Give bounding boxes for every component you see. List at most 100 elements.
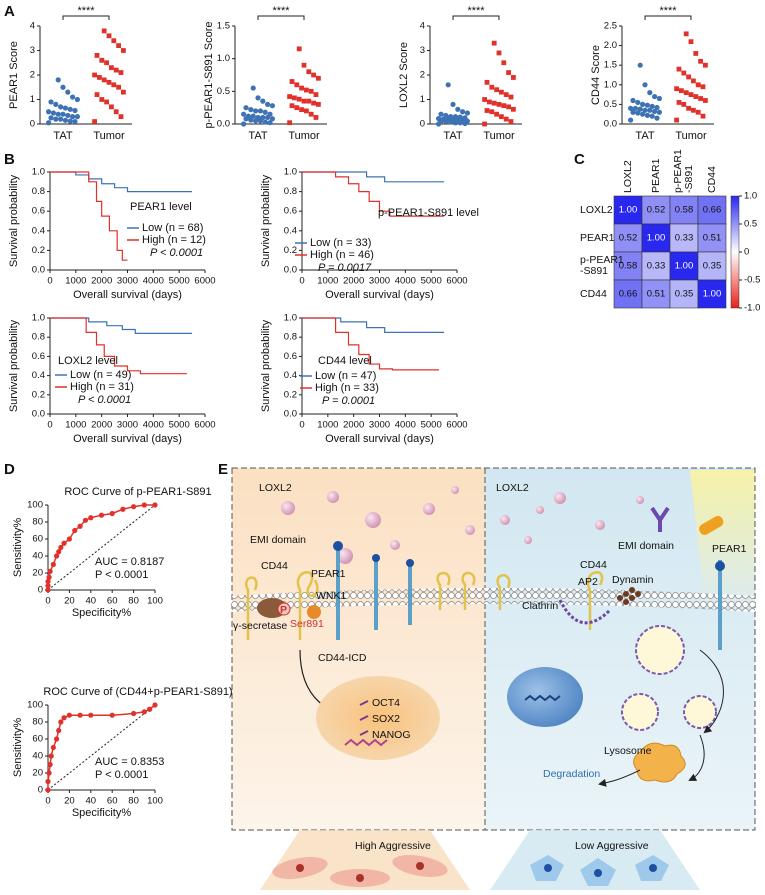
data-dot	[311, 100, 316, 106]
data-dot	[494, 87, 499, 93]
y-tick-label: 0.0	[217, 119, 230, 130]
data-dot	[262, 109, 268, 115]
data-dot	[101, 28, 107, 34]
y-tick-label: 3	[420, 45, 425, 56]
data-dot	[679, 88, 684, 94]
data-dot	[113, 67, 119, 73]
y-tick-label: 0.6	[284, 206, 297, 217]
y-tick-label: 0.0	[32, 265, 45, 276]
x-axis-label: Overall survival (days)	[73, 433, 182, 445]
panel-label: D	[4, 461, 15, 478]
y-tick-label: 0.0	[604, 119, 617, 130]
legend-label: Low (n = 68)	[142, 222, 203, 234]
x-tick-label: 20	[64, 596, 75, 607]
spotlight	[690, 470, 755, 610]
y-tick-label: 0.2	[32, 245, 45, 256]
heatmap-cell	[697, 251, 727, 281]
x-tick-label: 100	[147, 796, 163, 807]
survival-curve	[50, 317, 187, 375]
x-tick-label: 4000	[395, 276, 416, 287]
y-tick-label: 100	[27, 500, 43, 511]
survival-curve	[50, 171, 128, 261]
x-tick-label: 2000	[91, 276, 112, 287]
reference-line	[47, 504, 156, 591]
data-dot	[301, 98, 307, 104]
data-dot	[688, 39, 694, 45]
roc-point	[77, 523, 83, 529]
ser891-label: Ser891	[290, 618, 324, 630]
roc-point	[53, 736, 60, 742]
data-dot	[74, 96, 80, 103]
data-dot	[460, 109, 466, 115]
cell-label: 0.52	[619, 233, 638, 244]
endocytic-vesicles	[621, 625, 717, 731]
data-dot	[676, 100, 682, 105]
cell-label: 0.35	[703, 261, 722, 272]
roc-point	[141, 709, 147, 715]
data-dot	[496, 102, 502, 107]
column-label: LOXL2	[621, 160, 634, 193]
cell-label: 0.52	[647, 205, 666, 216]
data-dot	[652, 108, 658, 115]
data-dot	[628, 105, 634, 111]
x-tick-label: Tumor	[93, 130, 125, 142]
data-dot	[674, 117, 679, 123]
data-dot	[316, 75, 321, 81]
data-dot	[48, 99, 54, 105]
data-dot	[60, 111, 66, 117]
cell-label: 0.33	[675, 233, 694, 244]
x-tick-label: TAT	[53, 130, 72, 142]
data-dot	[255, 114, 261, 121]
dna-right	[524, 694, 561, 702]
x-tick-label: 4000	[395, 420, 416, 431]
traffic-arrow	[699, 649, 724, 734]
secretase-label: γ-secretase	[233, 620, 287, 632]
phospho-label: P	[280, 604, 287, 616]
data-dot	[436, 116, 442, 122]
y-tick-label: 1.0	[284, 167, 297, 178]
data-dot	[695, 82, 701, 88]
data-dot	[637, 106, 643, 112]
data-dot	[121, 48, 126, 53]
heatmap-cell	[613, 195, 643, 225]
y-tick-label: 60	[32, 734, 43, 745]
panel-label: B	[4, 151, 15, 168]
y-tick-label: 0.5	[604, 99, 617, 110]
x-axis-label: Overall survival (days)	[73, 289, 182, 301]
heatmap-cell	[641, 251, 671, 281]
y-tick-label: 0.0	[284, 409, 297, 420]
heatmap-cell	[697, 223, 727, 253]
data-dot	[111, 38, 117, 44]
data-dot	[308, 88, 314, 94]
legend-label: High (n = 31)	[70, 381, 134, 393]
data-dot	[265, 101, 271, 107]
heatmap-cell	[613, 223, 643, 253]
data-dot	[654, 115, 660, 121]
data-dot	[92, 72, 97, 78]
x-axis-label: Specificity%	[72, 607, 132, 619]
roc-point	[66, 536, 72, 542]
dynamin	[617, 587, 641, 605]
row-label: CD44	[580, 287, 607, 300]
data-dot	[635, 99, 641, 106]
pear1-label: PEAR1	[311, 568, 346, 580]
aggressive-cells	[272, 855, 448, 887]
roc-point	[152, 702, 158, 708]
data-dot	[306, 69, 312, 75]
data-dot	[104, 60, 109, 66]
roc-point	[47, 568, 53, 574]
cell-label: 1.00	[619, 205, 638, 216]
data-dot	[462, 115, 468, 121]
data-dot	[292, 95, 297, 101]
column-label: p-PEAR1 -S891	[672, 149, 695, 193]
y-tick-label: 0	[38, 785, 43, 796]
cell-label: 1.00	[703, 289, 722, 300]
y-tick-label: 1.5	[604, 60, 617, 71]
y-tick-label: 1.0	[284, 313, 297, 324]
emi-label: EMI domain	[618, 540, 674, 552]
data-dot	[443, 112, 449, 119]
data-dot	[508, 94, 514, 100]
data-dot	[50, 110, 57, 116]
data-dot	[116, 43, 121, 48]
legend-title: CD44 level	[318, 355, 372, 367]
